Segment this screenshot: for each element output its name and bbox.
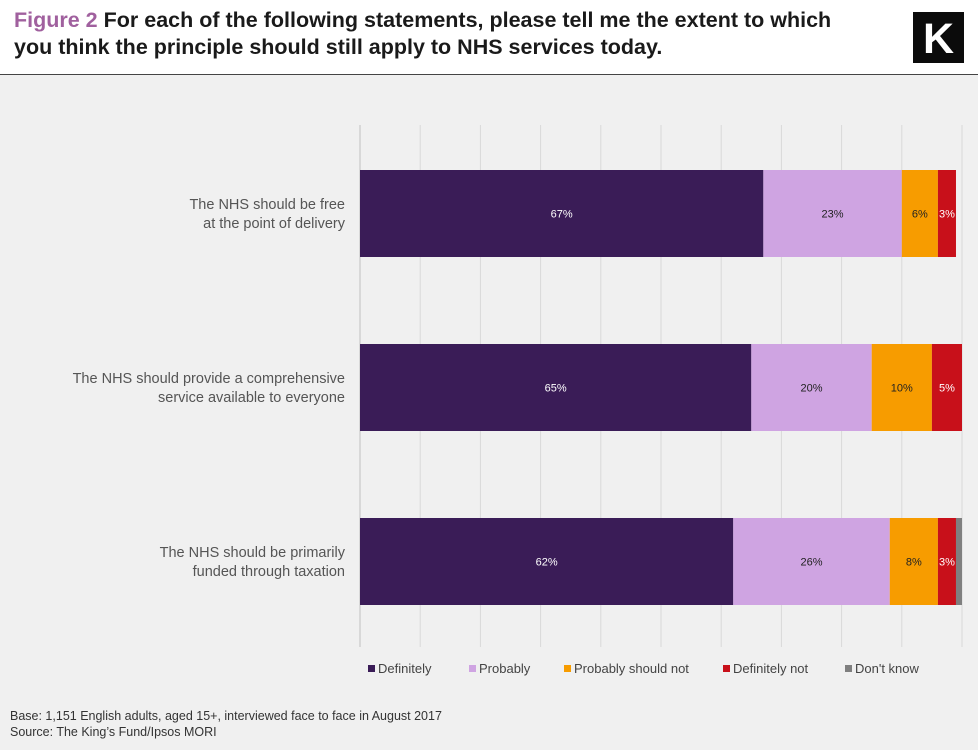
legend-label: Probably (479, 661, 531, 676)
bar-segment (751, 344, 872, 431)
legend-label: Definitely not (733, 661, 809, 676)
legend-swatch (723, 665, 730, 672)
kings-fund-logo-icon: K (913, 12, 964, 63)
data-label: 6% (912, 209, 928, 221)
stacked-bar-chart: 67% 23% 6% 3% The NHS should be free at the p… (73, 125, 963, 676)
category-label: The NHS should be primarily (160, 545, 346, 561)
source-note: Source: The King’s Fund/Ipsos MORI (10, 725, 217, 739)
figure-title-text: For each of the following statements, pl… (14, 8, 832, 59)
legend-swatch (368, 665, 375, 672)
bar-segment (763, 170, 902, 257)
logo-letter: K (923, 15, 954, 63)
chart-area: 67% 23% 6% 3% The NHS should be free at the p… (0, 75, 978, 705)
data-label: 67% (551, 209, 573, 221)
category-label: The NHS should provide a comprehensive (73, 371, 345, 387)
data-label: 10% (891, 383, 913, 395)
legend-swatch (564, 665, 571, 672)
data-label: 23% (822, 209, 844, 221)
data-label: 3% (939, 557, 955, 569)
bar-segment (360, 170, 764, 257)
figure-footer: Base: 1,151 English adults, aged 15+, in… (0, 705, 978, 750)
category-label: service available to everyone (158, 390, 345, 406)
legend-swatch (845, 665, 852, 672)
bar-segment (931, 344, 962, 431)
category-label: at the point of delivery (203, 216, 346, 232)
bar-segment (733, 518, 890, 605)
bar-segment (937, 170, 956, 257)
kings-fund-logo: K (913, 12, 964, 63)
bar-segment (360, 518, 734, 605)
category-label: funded through taxation (193, 564, 345, 580)
data-label: 20% (800, 383, 822, 395)
figure-title: Figure 2 For each of the following state… (14, 7, 874, 61)
legend-label: Don't know (855, 661, 920, 676)
legend-label: Probably should not (574, 661, 689, 676)
legend-swatch (469, 665, 476, 672)
data-label: 26% (800, 557, 822, 569)
data-label: 65% (545, 383, 567, 395)
figure-header: Figure 2 For each of the following state… (0, 0, 978, 75)
data-label: 5% (939, 383, 955, 395)
bar-segment (901, 170, 938, 257)
figure-label: Figure 2 (14, 8, 98, 32)
base-note: Base: 1,151 English adults, aged 15+, in… (10, 709, 442, 723)
bar-segment (937, 518, 956, 605)
data-label: 8% (906, 557, 922, 569)
category-label: The NHS should be free (189, 197, 345, 213)
bar-segment (889, 518, 938, 605)
bar-segment (955, 518, 962, 605)
bar-segment (871, 344, 932, 431)
legend-label: Definitely (378, 661, 432, 676)
data-label: 3% (939, 209, 955, 221)
bar-segment (360, 344, 752, 431)
data-label: 62% (536, 557, 558, 569)
